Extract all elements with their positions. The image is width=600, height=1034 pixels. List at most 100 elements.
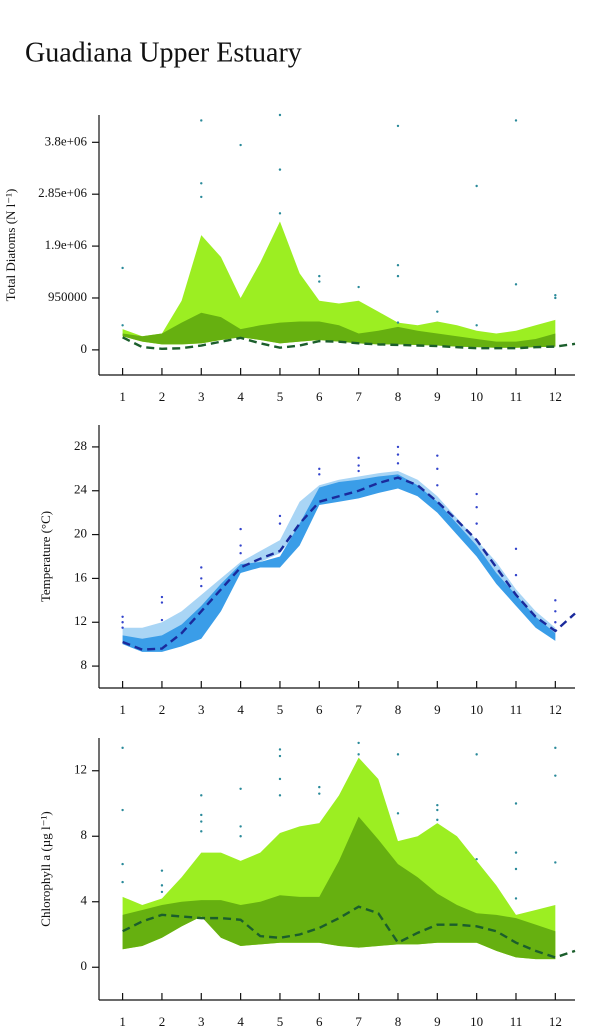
y-tick-label: 3.8e+06 xyxy=(45,133,88,148)
data-point xyxy=(396,453,400,456)
y-axis-label: Temperature (°C) xyxy=(38,511,53,602)
data-point xyxy=(278,754,282,758)
x-tick-label: 9 xyxy=(434,702,441,717)
data-point xyxy=(318,785,321,789)
data-point xyxy=(121,621,124,624)
data-point xyxy=(200,584,203,588)
data-point xyxy=(357,753,360,756)
x-tick-label: 12 xyxy=(549,1014,562,1029)
x-tick-label: 10 xyxy=(470,702,483,717)
x-tick-label: 7 xyxy=(355,702,362,717)
band-area xyxy=(122,312,556,348)
data-point xyxy=(357,285,360,289)
data-point xyxy=(554,774,557,777)
data-point xyxy=(357,464,360,467)
data-point xyxy=(121,626,124,629)
data-point xyxy=(357,469,360,473)
data-point xyxy=(436,818,439,822)
data-point xyxy=(200,820,203,823)
x-tick-label: 2 xyxy=(159,389,166,404)
data-point xyxy=(514,897,518,900)
data-point xyxy=(121,880,124,884)
data-point xyxy=(278,777,282,781)
x-tick-label: 8 xyxy=(395,389,402,404)
y-tick-label: 8 xyxy=(81,827,88,842)
data-point xyxy=(160,884,164,887)
data-point xyxy=(396,274,400,278)
data-point xyxy=(278,212,282,215)
data-point xyxy=(121,324,124,327)
data-point xyxy=(514,851,518,854)
median-line xyxy=(122,905,576,959)
data-point xyxy=(475,324,478,327)
x-tick-label: 11 xyxy=(510,1014,523,1029)
y-tick-label: 16 xyxy=(74,569,88,584)
data-point xyxy=(554,599,557,602)
y-tick-label: 24 xyxy=(74,482,88,497)
data-point xyxy=(396,264,400,267)
data-point xyxy=(514,802,518,805)
data-point xyxy=(475,492,478,496)
band-area xyxy=(122,221,556,348)
data-point xyxy=(239,787,242,790)
data-point xyxy=(160,890,164,894)
data-point xyxy=(121,862,124,866)
data-point xyxy=(278,514,282,518)
median-line xyxy=(122,476,576,651)
data-point xyxy=(396,462,400,465)
data-point xyxy=(436,803,439,807)
data-point xyxy=(554,294,557,297)
data-point xyxy=(121,746,124,750)
x-tick-label: 2 xyxy=(159,1014,166,1029)
data-point xyxy=(475,522,478,525)
data-point xyxy=(396,124,400,128)
data-point xyxy=(475,184,478,188)
data-point xyxy=(200,566,203,569)
x-tick-label: 5 xyxy=(277,1014,284,1029)
data-point xyxy=(278,113,282,117)
data-point xyxy=(554,621,557,624)
y-tick-label: 12 xyxy=(74,613,87,628)
data-point xyxy=(357,741,360,745)
data-point xyxy=(475,505,478,509)
data-point xyxy=(554,610,557,613)
data-point xyxy=(160,618,164,622)
data-point xyxy=(514,547,518,551)
y-axis-label: Chlorophyll a (µg l⁻¹) xyxy=(38,811,53,926)
y-tick-label: 1.9e+06 xyxy=(45,237,88,252)
y-tick-label: 8 xyxy=(81,657,88,672)
data-point xyxy=(121,266,124,270)
data-point xyxy=(200,195,203,199)
band-area xyxy=(122,816,556,960)
x-tick-label: 12 xyxy=(549,702,562,717)
x-tick-label: 7 xyxy=(355,389,362,404)
x-tick-label: 3 xyxy=(198,1014,205,1029)
data-point xyxy=(239,835,242,838)
x-tick-label: 6 xyxy=(316,389,323,404)
data-point xyxy=(278,748,282,751)
median-line xyxy=(122,336,576,350)
data-point xyxy=(554,296,557,300)
data-point xyxy=(200,813,203,817)
data-point xyxy=(239,143,242,147)
x-tick-label: 9 xyxy=(434,1014,441,1029)
data-point xyxy=(396,812,400,815)
data-point xyxy=(514,283,518,286)
x-tick-label: 1 xyxy=(119,389,126,404)
y-tick-label: 950000 xyxy=(48,289,87,304)
y-tick-label: 0 xyxy=(81,958,88,973)
data-point xyxy=(160,869,164,872)
x-tick-label: 1 xyxy=(119,1014,126,1029)
data-point xyxy=(436,808,439,812)
data-point xyxy=(357,456,360,460)
data-point xyxy=(396,753,400,756)
x-tick-label: 10 xyxy=(470,1014,483,1029)
x-tick-label: 3 xyxy=(198,389,205,404)
data-point xyxy=(554,861,557,864)
data-point xyxy=(239,544,242,547)
data-point xyxy=(160,601,164,604)
data-point xyxy=(278,522,282,525)
y-tick-label: 12 xyxy=(74,762,87,777)
data-point xyxy=(239,552,242,555)
data-point xyxy=(121,615,124,618)
